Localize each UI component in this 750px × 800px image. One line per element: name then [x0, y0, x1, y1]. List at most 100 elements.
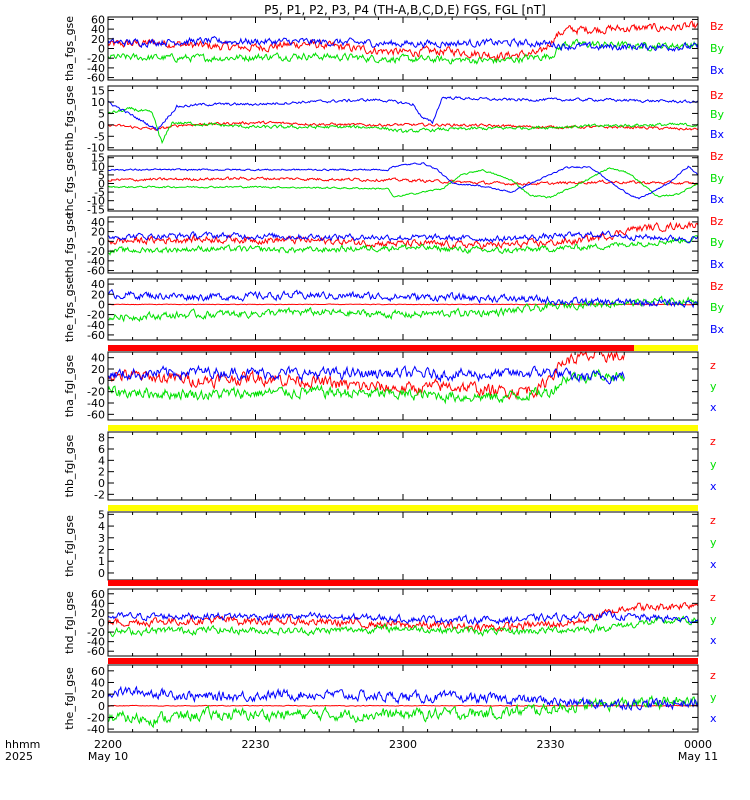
x-tick-label: 2330	[537, 738, 565, 751]
legend-entry: x	[710, 480, 717, 493]
legend-entry: Bz	[710, 280, 724, 293]
legend-entry: Bx	[710, 193, 725, 206]
y-tick-label: 1	[98, 555, 105, 568]
legend-entry: Bz	[710, 215, 724, 228]
y-axis-label: thb_fgs_gse	[63, 85, 76, 151]
y-axis-label: the_fgs_gse	[63, 277, 76, 342]
legend-entry: By	[710, 108, 725, 121]
legend-entry: x	[710, 712, 717, 725]
y-tick-label: 20	[91, 688, 105, 701]
y-tick-label: 10	[91, 96, 105, 109]
y-axis-label: tha_fgs_gse	[63, 16, 76, 81]
y-tick-label: 40	[91, 216, 105, 229]
legend-entry: By	[710, 172, 725, 185]
y-tick-label: 60	[91, 13, 105, 26]
status-bar-yellow	[108, 505, 698, 511]
y-tick-label: 8	[98, 432, 105, 445]
series-tha_fgs_gse-Bx	[107, 35, 699, 52]
y-tick-label: 5	[98, 107, 105, 120]
legend-entry: x	[710, 558, 717, 571]
series-thc_fgs_gse-Bx	[107, 162, 699, 200]
y-tick-label: 60	[91, 665, 105, 678]
series-thc_fgs_gse-Bz	[107, 176, 699, 186]
y-tick-label: 0	[98, 700, 105, 713]
x-tick-label: 2200	[94, 738, 122, 751]
legend-entry: y	[710, 380, 717, 393]
x-tick-label: 2300	[389, 738, 417, 751]
y-tick-label: 0	[98, 119, 105, 132]
y-tick-label: -20	[87, 626, 105, 639]
y-tick-label: 40	[91, 278, 105, 291]
y-tick-label: -60	[87, 408, 105, 421]
legend-entry: y	[710, 458, 717, 471]
y-tick-label: 6	[98, 443, 105, 456]
series-thc_fgs_gse-By	[107, 167, 699, 199]
legend-entry: z	[710, 435, 716, 448]
legend-entry: z	[710, 514, 716, 527]
panel-frame	[107, 278, 699, 341]
y-tick-label: -2	[94, 488, 105, 501]
y-tick-label: 4	[98, 520, 105, 533]
y-tick-label: -5	[94, 130, 105, 143]
y-axis-label: thc_fgs_gse	[63, 151, 76, 216]
y-tick-label: 40	[91, 352, 105, 365]
y-tick-label: 20	[91, 363, 105, 376]
y-tick-label: 0	[98, 374, 105, 387]
legend-entry: y	[710, 691, 717, 704]
y-tick-label: 0	[98, 178, 105, 191]
legend-entry: By	[710, 236, 725, 249]
legend-entry: Bx	[710, 128, 725, 141]
series-thd_fgl_gse-y	[107, 615, 699, 638]
y-tick-label: 2	[98, 466, 105, 479]
y-tick-label: -40	[87, 397, 105, 410]
panel-frame	[107, 511, 699, 581]
series-thd_fgs_gse-Bx	[107, 230, 699, 244]
y-tick-label: 0	[98, 477, 105, 490]
series-the_fgl_gse-x	[107, 685, 699, 712]
y-tick-label: 10	[91, 160, 105, 173]
y-tick-label: -40	[87, 62, 105, 75]
series-thb_fgs_gse-Bx	[107, 96, 699, 131]
series-tha_fgl_gse-y	[107, 368, 625, 405]
y-tick-label: -20	[87, 711, 105, 724]
series-tha_fgs_gse-By	[107, 38, 699, 65]
y-tick-label: 40	[91, 597, 105, 610]
y-tick-label: 20	[91, 33, 105, 46]
legend-entry: z	[710, 669, 716, 682]
legend-entry: By	[710, 42, 725, 55]
y-tick-label: -60	[87, 72, 105, 85]
status-bar-red	[108, 580, 698, 586]
y-tick-label: 15	[91, 85, 105, 98]
y-tick-label: 15	[91, 152, 105, 165]
y-tick-label: -10	[87, 195, 105, 208]
chart-title: P5, P1, P2, P3, P4 (TH-A,B,C,D,E) FGS, F…	[264, 3, 546, 17]
y-tick-label: 0	[98, 298, 105, 311]
x-tick-sublabel: May 11	[678, 750, 718, 763]
status-bar-yellow	[108, 425, 698, 431]
series-the_fgl_gse-y	[107, 694, 699, 729]
y-tick-label: -15	[87, 203, 105, 216]
y-axis-label: thb_fgl_gse	[63, 434, 76, 497]
y-tick-label: -20	[87, 245, 105, 258]
x-tick-sublabel: May 10	[88, 750, 128, 763]
x-tick-label: 2230	[242, 738, 270, 751]
y-tick-label: 0	[98, 235, 105, 248]
legend-entry: y	[710, 536, 717, 549]
y-tick-label: -40	[87, 319, 105, 332]
legend-entry: Bx	[710, 258, 725, 271]
legend-entry: z	[710, 359, 716, 372]
y-tick-label: 3	[98, 532, 105, 545]
legend-entry: z	[710, 591, 716, 604]
y-tick-label: -60	[87, 265, 105, 278]
series-tha_fgs_gse-Bz	[107, 20, 699, 62]
y-tick-label: -40	[87, 255, 105, 268]
legend-entry: y	[710, 613, 717, 626]
y-tick-label: 40	[91, 23, 105, 36]
